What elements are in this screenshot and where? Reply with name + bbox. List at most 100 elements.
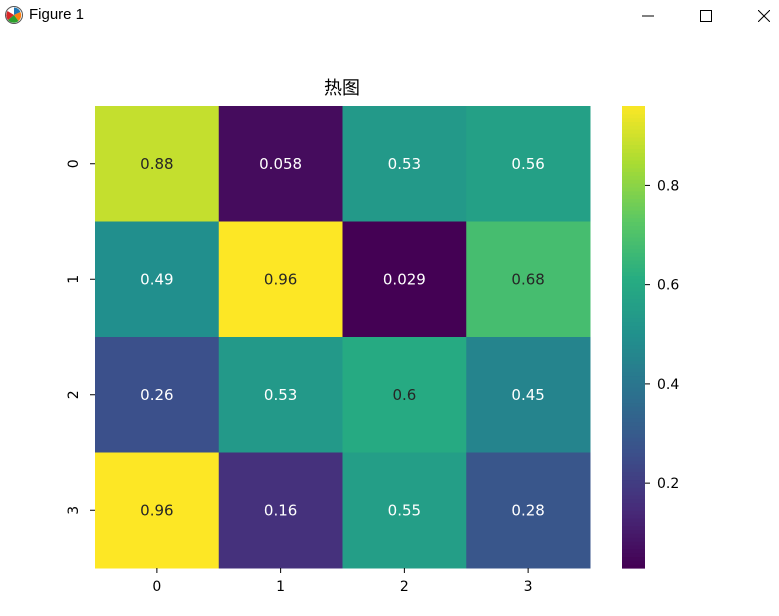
colorbar-gradient-band: [622, 290, 645, 296]
colorbar-gradient-band: [622, 437, 645, 442]
colorbar-gradient-band: [622, 479, 645, 484]
heatmap-cell-3-0: [95, 452, 220, 569]
colorbar-gradient-band: [622, 448, 645, 454]
colorbar-gradient-band: [622, 383, 645, 388]
colorbar-gradient-band: [622, 275, 645, 280]
colorbar-gradient-band: [622, 521, 645, 527]
minimize-button[interactable]: [625, 0, 671, 32]
colorbar-gradient-band: [622, 179, 645, 184]
colorbar-gradient-band: [622, 248, 645, 253]
colorbar-gradient-band: [622, 156, 645, 161]
heatmap-cell-3-3: [466, 452, 591, 569]
colorbar-gradient-band: [622, 225, 645, 230]
heatmap-cell-2-1: [218, 337, 343, 453]
cell-label-1-1: 0.96: [264, 270, 297, 288]
colorbar-gradient-band: [622, 252, 645, 257]
y-tick-label-3: 3: [66, 506, 82, 515]
colorbar-gradient-band: [622, 260, 645, 265]
colorbar-gradient-band: [622, 494, 645, 500]
y-axis: 0 1 2 3: [66, 159, 95, 515]
close-icon: [758, 10, 770, 22]
colorbar-gradient-band: [622, 344, 645, 350]
colorbar-gradient-band: [622, 294, 645, 300]
colorbar-gradient-band: [622, 440, 645, 446]
colorbar-gradient-band: [622, 514, 645, 519]
heatmap-chart: 热图 0.88 0.058 0.53 0.56 0.49 0.96 0.029 0.68 0.2…: [66, 78, 679, 595]
cell-label-1-0: 0.49: [140, 270, 173, 288]
colorbar-gradient-band: [622, 109, 645, 115]
colorbar-gradient-band: [622, 537, 645, 542]
x-tick-label-2: 2: [400, 579, 409, 595]
colorbar-gradient-band: [622, 548, 645, 554]
colorbar-gradient-band: [622, 333, 645, 338]
colorbar-gradient-band: [622, 136, 645, 142]
colorbar-gradient-band: [622, 460, 645, 465]
heatmap-cell-2-3: [466, 337, 591, 453]
colorbar-gradient-band: [622, 329, 645, 334]
colorbar-gradient-band: [622, 306, 645, 311]
colorbar-gradient-band: [622, 183, 645, 188]
cell-label-1-3: 0.68: [511, 270, 544, 288]
colorbar-gradient-band: [622, 417, 645, 423]
colorbar-tick-label-0: 0.2: [657, 476, 679, 492]
colorbar-tick-label-2: 0.6: [657, 278, 679, 294]
colorbar-gradient-band: [622, 302, 645, 307]
colorbar-gradient-band: [622, 240, 645, 246]
colorbar-gradient-band: [622, 406, 645, 411]
colorbar-gradient-band: [622, 121, 645, 126]
colorbar-gradient-band: [622, 510, 645, 515]
y-tick-label-0: 0: [66, 159, 82, 168]
colorbar-gradient-band: [622, 144, 645, 149]
colorbar-gradient-band: [622, 167, 645, 173]
colorbar-gradient-band: [622, 132, 645, 138]
colorbar-gradient-band: [622, 394, 645, 400]
colorbar-gradient-band: [622, 464, 645, 469]
colorbar-gradient-band: [622, 325, 645, 330]
colorbar-gradient-band: [622, 125, 645, 130]
close-button[interactable]: [741, 0, 779, 32]
colorbar-gradient-band: [622, 375, 645, 380]
colorbar-gradient-band: [622, 340, 645, 346]
colorbar-gradient-band: [622, 175, 645, 180]
x-axis: 0 1 2 3: [152, 568, 533, 595]
heatmap-cell-0-2: [342, 106, 467, 222]
colorbar-gradient-band: [622, 367, 645, 373]
colorbar-gradient-band: [622, 221, 645, 226]
heatmap-cell-1-0: [95, 221, 220, 338]
colorbar-gradient-band: [622, 398, 645, 404]
colorbar-gradient-band: [622, 363, 645, 369]
colorbar-gradient-band: [622, 321, 645, 327]
colorbar-gradient-band: [622, 186, 645, 192]
colorbar-gradient-band: [622, 206, 645, 211]
colorbar-gradient-band: [622, 517, 645, 523]
cell-label-3-1: 0.16: [264, 501, 297, 519]
colorbar-gradient-band: [622, 190, 645, 196]
colorbar-gradient-band: [622, 471, 645, 477]
cell-label-2-1: 0.53: [264, 386, 297, 404]
cell-label-2-2: 0.6: [392, 386, 416, 404]
figure-canvas: 热图 0.88 0.058 0.53 0.56 0.49 0.96 0.029 0.68 0.2…: [0, 32, 779, 612]
cell-label-2-3: 0.45: [511, 386, 544, 404]
colorbar-gradient-band: [622, 541, 645, 546]
colorbar-gradient-band: [622, 360, 645, 365]
colorbar-gradient-band: [622, 148, 645, 153]
x-tick-label-3: 3: [524, 579, 533, 595]
colorbar-gradient-band: [622, 491, 645, 496]
colorbar-gradient-band: [622, 387, 645, 392]
colorbar-tick-label-1: 0.4: [657, 377, 679, 393]
colorbar-gradient-band: [622, 560, 645, 565]
colorbar-gradient-band: [622, 356, 645, 361]
maximize-button[interactable]: [683, 0, 729, 32]
colorbar-gradient-band: [622, 452, 645, 457]
colorbar-gradient-band: [622, 163, 645, 169]
colorbar-gradient-band: [622, 256, 645, 261]
colorbar-gradient-band: [622, 410, 645, 415]
colorbar-gradient-band: [622, 475, 645, 481]
colorbar-gradient-band: [622, 337, 645, 342]
cell-label-0-0: 0.88: [140, 155, 173, 173]
colorbar-gradient-band: [622, 414, 645, 419]
colorbar-gradient-band: [622, 106, 645, 111]
colorbar-gradient-band: [622, 213, 645, 219]
colorbar-gradient-band: [622, 552, 645, 558]
colorbar-gradient-band: [622, 217, 645, 223]
